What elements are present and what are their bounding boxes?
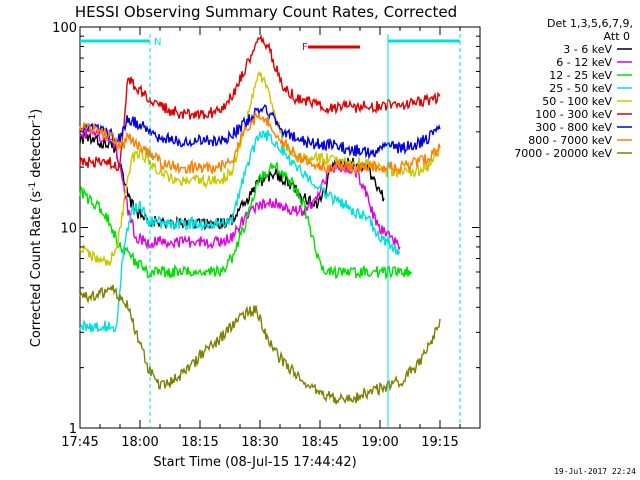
- series-line-3: [79, 161, 413, 281]
- legend-label-2: 6 - 12 keV: [556, 56, 612, 69]
- timestamp: 19-Jul-2017 22:24: [554, 467, 636, 476]
- series-line-4: [79, 129, 401, 333]
- y-axis-label: Corrected Count Rate (s-1 detector-1): [28, 109, 44, 347]
- x-tick-label: 19:15: [421, 435, 458, 450]
- x-tick-label: 18:15: [181, 435, 218, 450]
- series-layer: [79, 33, 441, 405]
- series-line-6: [79, 33, 441, 172]
- legend-label-8: 800 - 7000 keV: [528, 134, 612, 147]
- y-tick-label: 10: [60, 222, 77, 237]
- legend-label-9: 7000 - 20000 keV: [514, 147, 612, 160]
- legend-label-4: 25 - 50 keV: [549, 82, 612, 95]
- x-tick-label: 19:00: [361, 435, 398, 450]
- flare-flag-label: F: [302, 42, 308, 53]
- x-tick-label: 18:00: [121, 435, 158, 450]
- legend-label-1: 3 - 6 keV: [563, 43, 612, 56]
- legend-label-7: 300 - 800 keV: [535, 121, 612, 134]
- legend-label-3: 12 - 25 keV: [549, 69, 612, 82]
- series-line-8: [79, 112, 441, 176]
- series-line-1: [79, 131, 385, 231]
- x-tick-label: 18:30: [241, 435, 278, 450]
- x-tick-label: 17:45: [61, 435, 98, 450]
- axis-ticks: 17:45 18:00 18:15 18:30 18:45 19:00 19:15 1 10 10…: [52, 21, 481, 450]
- legend-header-line-2: Att 0: [604, 30, 630, 43]
- series-line-9: [79, 284, 441, 405]
- saa-flag-label: N: [154, 37, 161, 48]
- series-line-2: [79, 125, 401, 252]
- legend-header-line-1: Det 1,3,5,6,7,9,: [547, 17, 633, 30]
- y-tick-label: 1: [69, 422, 77, 437]
- legend-label-6: 100 - 300 keV: [535, 108, 612, 121]
- chart-title: HESSI Observing Summary Count Rates, Cor…: [75, 3, 457, 21]
- series-line-7: [79, 104, 441, 160]
- legend-label-5: 50 - 100 keV: [542, 95, 612, 108]
- x-axis-label: Start Time (08-Jul-15 17:44:42): [153, 455, 356, 470]
- y-tick-label: 100: [52, 21, 77, 36]
- x-tick-label: 18:45: [301, 435, 338, 450]
- series-line-5: [79, 70, 441, 268]
